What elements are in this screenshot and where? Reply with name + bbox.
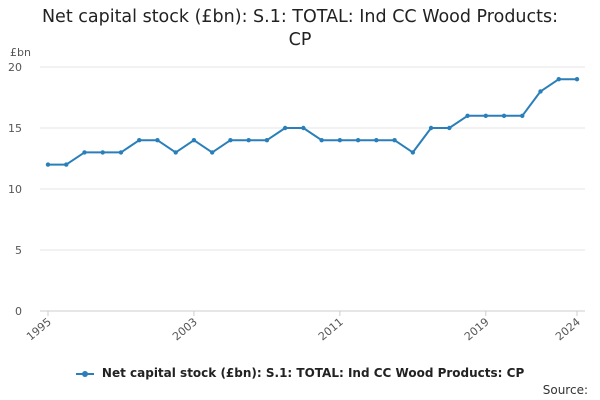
x-tick-label: 2003 [170,315,200,343]
series-lines [48,78,577,166]
data-point[interactable] [228,138,233,143]
data-point[interactable] [520,113,525,119]
chart-title: Net capital stock (£bn): S.1: TOTAL: Ind… [41,7,559,50]
y-tick-label: 15 [8,122,22,135]
data-point[interactable] [501,113,507,119]
x-tick-label: 1995 [24,315,54,343]
x-tick-label: 2011 [316,315,346,343]
data-points [45,77,580,167]
gridlines [40,66,585,312]
data-point[interactable] [137,138,142,143]
y-axis-label: £bn [10,46,31,59]
data-point[interactable] [556,77,561,82]
data-point[interactable] [173,150,178,155]
data-point[interactable] [483,113,488,119]
series-line [48,78,577,166]
legend-line-marker [75,370,94,377]
data-point[interactable] [264,138,270,143]
data-point[interactable] [45,162,51,167]
legend: Net capital stock (£bn): S.1: TOTAL: Ind… [0,366,600,380]
data-point[interactable] [574,77,580,82]
data-point[interactable] [428,125,434,131]
data-point[interactable] [465,113,470,119]
data-point[interactable] [374,138,379,143]
data-point[interactable] [301,125,306,131]
y-tick-label: 0 [15,305,22,318]
legend-label: Net capital stock (£bn): S.1: TOTAL: Ind… [101,366,525,380]
data-point[interactable] [209,150,215,155]
y-tick-label: 10 [8,183,22,196]
source-label: Source: [542,383,588,397]
data-point[interactable] [118,150,124,155]
x-tick-labels: 1995 2003 2011 2019 2024 [24,315,583,343]
data-point[interactable] [191,138,197,143]
data-point[interactable] [410,150,416,155]
x-tick-label: 2019 [462,315,492,343]
y-tick-label: 20 [8,61,22,74]
y-tick-label: 5 [15,244,22,257]
data-point[interactable] [246,138,251,143]
x-tick-marks [47,311,578,316]
x-tick-label: 2024 [553,315,583,343]
data-point[interactable] [355,138,361,143]
data-point[interactable] [392,138,397,143]
data-point[interactable] [64,162,69,167]
data-point[interactable] [100,150,105,155]
data-point[interactable] [447,125,452,131]
y-tick-labels: 0 5 10 15 20 [8,61,22,318]
data-point[interactable] [337,138,343,143]
data-point[interactable] [319,138,324,143]
data-point[interactable] [82,150,87,155]
data-point[interactable] [155,138,160,143]
data-point[interactable] [538,89,543,94]
data-point[interactable] [282,125,288,131]
